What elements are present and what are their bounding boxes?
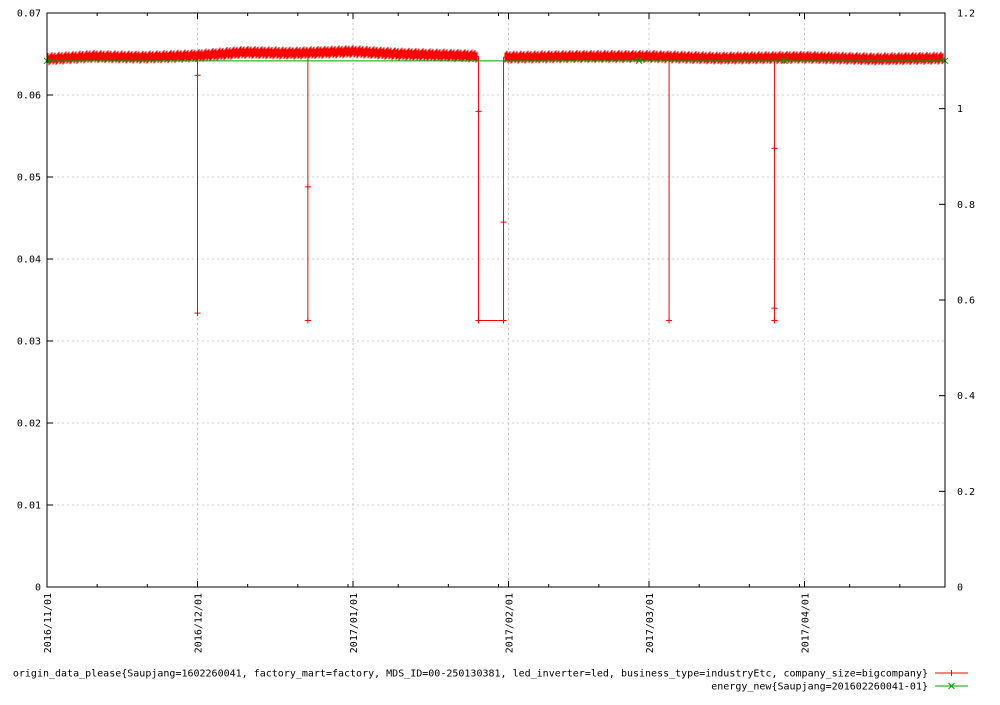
x-tick-label: 2017/03/01 <box>645 593 656 653</box>
y-left-tick-label: 0 <box>35 583 41 594</box>
series-layer <box>43 45 949 324</box>
green-marker <box>781 57 788 65</box>
legend: origin_data_please{Saupjang=1602260041, … <box>13 669 968 693</box>
y-left-tick-label: 0.07 <box>17 9 41 20</box>
y-left-tick-label: 0.04 <box>17 255 41 266</box>
y-left-tick-label: 0.02 <box>17 419 41 430</box>
y-right-tick-label: 1.2 <box>957 9 975 20</box>
legend-label: energy_new{Saupjang=201602260041-01} <box>711 682 928 693</box>
x-tick-label: 2017/04/01 <box>801 593 812 653</box>
y-right-tick-label: 0.6 <box>957 296 975 307</box>
x-tick-label: 2016/12/01 <box>194 593 205 653</box>
y-left-tick-label: 0.01 <box>17 501 41 512</box>
y-right-tick-label: 0 <box>957 583 963 594</box>
red-series-line <box>46 51 479 60</box>
y-right-tick-label: 0.4 <box>957 391 975 402</box>
y-right-tick-label: 0.8 <box>957 200 975 211</box>
legend-marker <box>948 682 955 690</box>
y-right-tick-label: 0.2 <box>957 487 975 498</box>
red-series-line <box>503 55 946 60</box>
x-tick-label: 2017/02/01 <box>505 593 516 653</box>
grid-layer <box>47 13 945 587</box>
green-marker <box>635 57 643 65</box>
plot-frame <box>46 12 946 588</box>
y-left-tick-label: 0.06 <box>17 91 41 102</box>
axes-layer: 0 0.01 0.02 0.03 0.04 0.05 0.06 0.07 0 0.2 0.4 0.6 0… <box>17 9 975 654</box>
y-left-tick-label: 0.03 <box>17 337 41 348</box>
y-left-tick-label: 0.05 <box>17 173 41 184</box>
y-right-tick-label: 1 <box>957 104 963 115</box>
x-tick-label: 2016/11/01 <box>43 593 54 653</box>
x-tick-label: 2017/01/01 <box>349 593 360 653</box>
legend-label: origin_data_please{Saupjang=1602260041, … <box>13 669 928 680</box>
